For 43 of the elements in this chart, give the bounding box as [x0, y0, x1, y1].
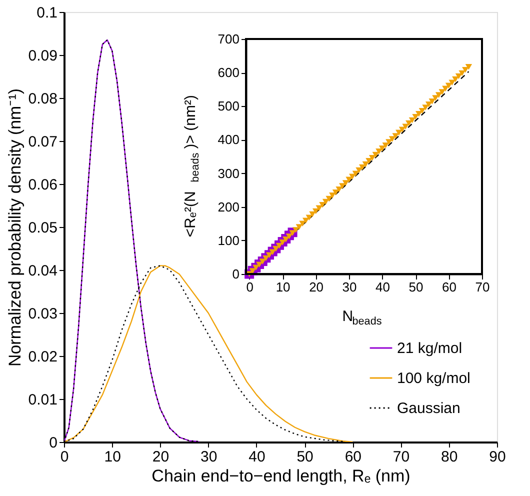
x-tick-label: 50 — [296, 448, 314, 466]
y-tick-label: 0 — [232, 266, 240, 282]
y-tick-label: 100 — [218, 232, 240, 248]
x-tick-label: 70 — [392, 448, 410, 466]
y-tick-label: 500 — [218, 98, 240, 114]
x-tick-label: 60 — [344, 448, 362, 466]
legend-label: Gaussian — [397, 400, 460, 417]
y-axis-title: Normalized probability density (nm⁻¹) — [5, 88, 24, 367]
x-tick-label: 70 — [475, 280, 490, 294]
y-tick-label: 400 — [218, 132, 240, 148]
y-axis-title: <Rₑ²(Nbeads)> (nm²) — [182, 95, 202, 238]
y-tick-label: 0.08 — [28, 90, 58, 108]
x-tick-label: 0 — [246, 280, 254, 294]
y-tick-label: 0.04 — [28, 262, 58, 280]
y-tick-label: 0.02 — [28, 348, 58, 366]
y-tick-label: 300 — [218, 166, 240, 181]
y-tick-label: 0 — [49, 434, 58, 452]
x-tick-label: 10 — [276, 280, 290, 294]
y-tick-label: 0.06 — [28, 176, 58, 194]
x-tick-label: 30 — [342, 280, 357, 294]
legend-label: 100 kg/mol — [397, 370, 470, 387]
y-tick-label: 0.03 — [28, 306, 58, 322]
y-tick-label: 0.05 — [28, 220, 58, 236]
x-axis-title: Chain end−to−end length, Rₑ (nm) — [152, 466, 410, 486]
y-tick-label: 600 — [218, 65, 240, 80]
x-tick-label: 40 — [376, 280, 390, 294]
y-tick-label: 0.09 — [28, 48, 58, 64]
x-tick-label: 90 — [489, 448, 506, 466]
y-tick-label: 0.07 — [28, 134, 58, 150]
x-tick-label: 40 — [248, 448, 266, 466]
legend-label: 21 kg/mol — [397, 340, 462, 357]
x-tick-label: 20 — [309, 280, 324, 294]
x-tick-label: 20 — [152, 448, 170, 466]
y-tick-label: 0.1 — [36, 4, 58, 22]
x-tick-label: 10 — [104, 448, 121, 466]
y-tick-label: 200 — [218, 199, 240, 214]
x-tick-label: 0 — [60, 448, 69, 466]
x-tick-label: 60 — [442, 280, 456, 294]
x-tick-label: 50 — [408, 280, 424, 294]
x-tick-label: 80 — [441, 448, 458, 466]
y-tick-label: 700 — [218, 32, 240, 46]
x-tick-label: 30 — [200, 448, 218, 466]
y-tick-label: 0.01 — [28, 392, 58, 408]
